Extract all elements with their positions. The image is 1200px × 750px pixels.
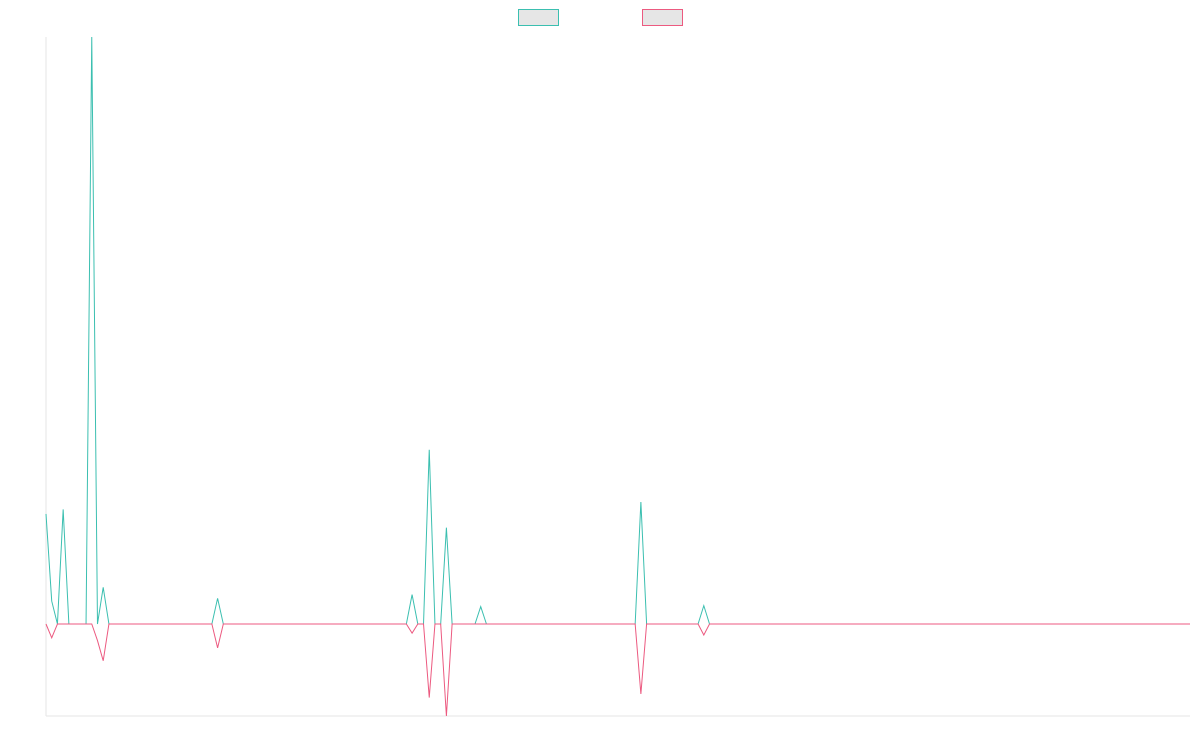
series-layer [45, 36, 1190, 717]
series-line-1 [45, 36, 1190, 625]
legend [518, 9, 683, 26]
legend-swatch-1[interactable] [518, 9, 559, 26]
series-line-2 [45, 623, 1190, 717]
axes [45, 37, 1190, 717]
legend-swatch-2[interactable] [642, 9, 683, 26]
